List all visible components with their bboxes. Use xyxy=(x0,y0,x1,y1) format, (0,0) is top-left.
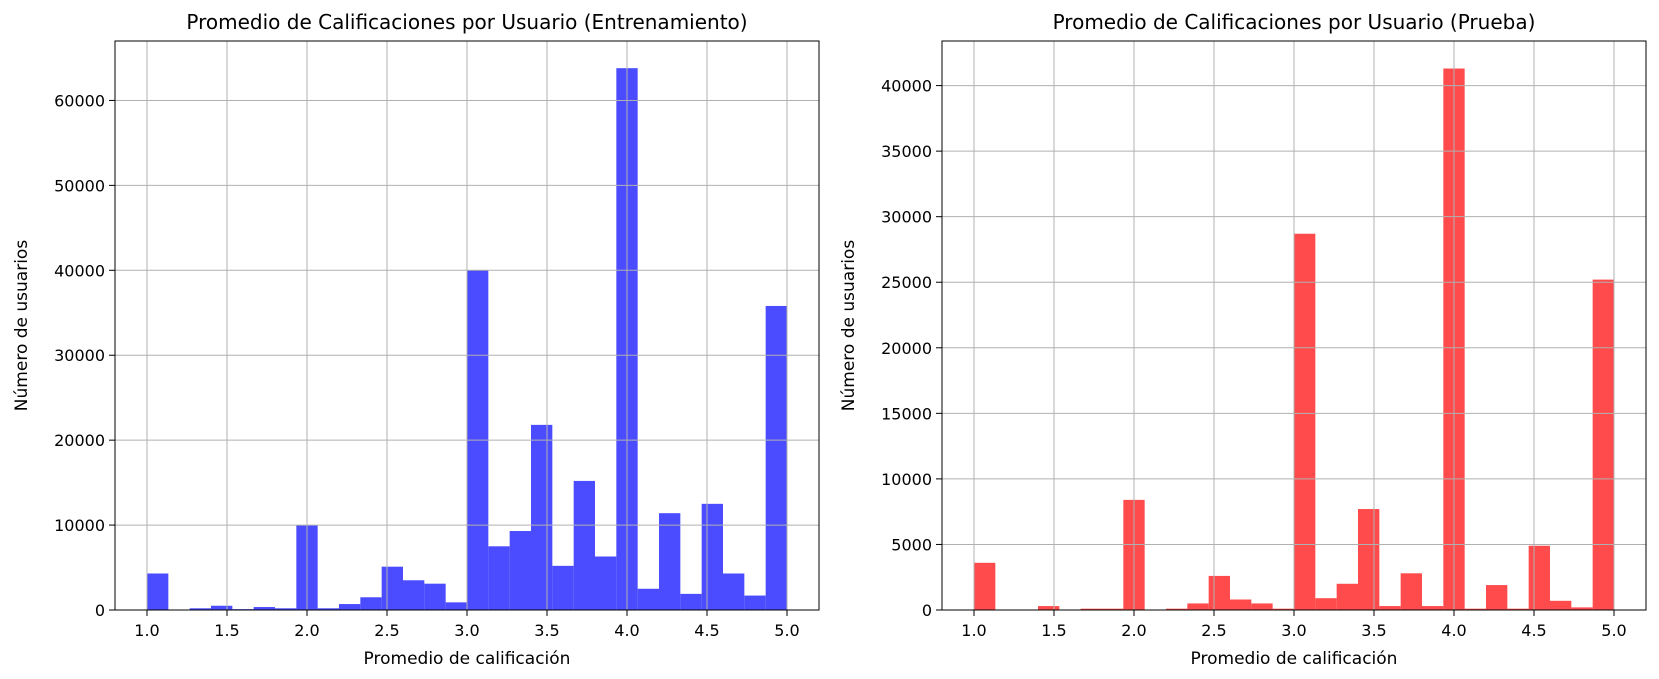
x-tick-label: 1.5 xyxy=(214,621,239,640)
x-tick-label: 3.5 xyxy=(534,621,559,640)
grid-lines xyxy=(942,41,1646,611)
y-tick-label: 60000 xyxy=(54,91,105,110)
bar xyxy=(552,565,574,610)
x-axis-label: Promedio de calificación xyxy=(1191,649,1398,669)
bar xyxy=(1102,608,1124,610)
bar xyxy=(1294,233,1316,610)
bar xyxy=(637,588,659,610)
y-tick-label: 30000 xyxy=(54,346,105,365)
x-tick-label: 1.0 xyxy=(961,621,986,640)
x-tick-label: 5.0 xyxy=(774,621,799,640)
x-tick-label: 5.0 xyxy=(1601,621,1626,640)
bar xyxy=(573,480,595,610)
y-tick-label: 10000 xyxy=(54,516,105,535)
chart-1: 1.0 1.5 2.0 2.5 3.0 3.5 4.0 4.5 5.0 0 10000 20000 30… xyxy=(12,10,820,669)
bar xyxy=(381,566,403,610)
y-tick-label: 5000 xyxy=(891,535,932,554)
bar xyxy=(189,608,211,610)
x-axis-label: Promedio de calificación xyxy=(364,649,571,669)
bar xyxy=(1336,583,1358,610)
bar xyxy=(723,573,745,610)
y-tick-label: 20000 xyxy=(881,339,932,358)
bar xyxy=(317,608,339,610)
x-tick-label: 2.0 xyxy=(294,621,319,640)
x-tick-label: 4.0 xyxy=(614,621,639,640)
bar xyxy=(744,595,766,610)
bar xyxy=(531,424,553,610)
y-axis-label: Número de usuarios xyxy=(12,240,32,412)
bar xyxy=(1358,509,1380,610)
y-tick-label: 25000 xyxy=(881,273,932,292)
chart-title: Promedio de Calificaciones por Usuario (… xyxy=(186,10,747,34)
bar xyxy=(1187,603,1209,610)
grid-lines xyxy=(115,41,819,611)
bar xyxy=(1464,608,1486,610)
x-tick-label: 1.0 xyxy=(134,621,159,640)
x-tick-label: 2.0 xyxy=(1121,621,1146,640)
y-tick-label: 50000 xyxy=(54,176,105,195)
bar xyxy=(275,608,297,610)
bar xyxy=(1422,606,1444,610)
x-tick-label: 4.5 xyxy=(694,621,719,640)
bar xyxy=(1251,603,1273,610)
bar xyxy=(1379,606,1401,610)
bar xyxy=(1400,573,1422,610)
bar xyxy=(360,597,382,610)
x-tick-label: 2.5 xyxy=(1201,621,1226,640)
bar xyxy=(1571,607,1593,610)
y-tick-label: 35000 xyxy=(881,142,932,161)
bar xyxy=(509,531,531,610)
bar xyxy=(974,562,996,610)
bar xyxy=(1315,598,1337,610)
bar xyxy=(1550,600,1572,610)
x-tick-label: 4.5 xyxy=(1521,621,1546,640)
y-tick-label: 20000 xyxy=(54,431,105,450)
y-tick-label: 30000 xyxy=(881,208,932,227)
bar xyxy=(1038,606,1060,610)
bar xyxy=(1230,599,1252,610)
x-tick-label: 2.5 xyxy=(374,621,399,640)
bar xyxy=(253,607,275,610)
x-tick-label: 1.5 xyxy=(1041,621,1066,640)
bar xyxy=(701,503,723,610)
bar xyxy=(147,573,169,610)
bar xyxy=(1486,585,1508,610)
bar xyxy=(1166,608,1188,610)
bar xyxy=(765,305,787,610)
bar xyxy=(659,513,681,610)
x-tick-label: 4.0 xyxy=(1441,621,1466,640)
y-tick-label: 10000 xyxy=(881,470,932,489)
bar xyxy=(1592,279,1614,610)
y-tick-label: 15000 xyxy=(881,404,932,423)
bar xyxy=(1208,575,1230,610)
y-tick-label: 0 xyxy=(922,601,932,620)
bar xyxy=(488,546,510,610)
y-tick-label: 40000 xyxy=(54,261,105,280)
bar xyxy=(1080,608,1102,610)
y-tick-label: 40000 xyxy=(881,77,932,96)
x-tick-label: 3.0 xyxy=(1281,621,1306,640)
y-tick-label: 0 xyxy=(95,601,105,620)
bar xyxy=(1272,608,1294,610)
bar xyxy=(403,580,425,610)
bar xyxy=(680,593,702,610)
bar xyxy=(211,605,233,610)
x-tick-label: 3.0 xyxy=(454,621,479,640)
bar xyxy=(1528,545,1550,610)
bar xyxy=(595,556,617,610)
x-tick-label: 3.5 xyxy=(1361,621,1386,640)
bar xyxy=(424,583,446,610)
bar xyxy=(339,604,361,610)
chart-2: 1.0 1.5 2.0 2.5 3.0 3.5 4.0 4.5 5.0 0 5000 10000 150… xyxy=(839,10,1647,669)
bar xyxy=(1507,608,1529,610)
chart-title: Promedio de Calificaciones por Usuario (… xyxy=(1053,10,1536,34)
y-axis-label: Número de usuarios xyxy=(839,240,859,412)
bar xyxy=(445,602,467,610)
